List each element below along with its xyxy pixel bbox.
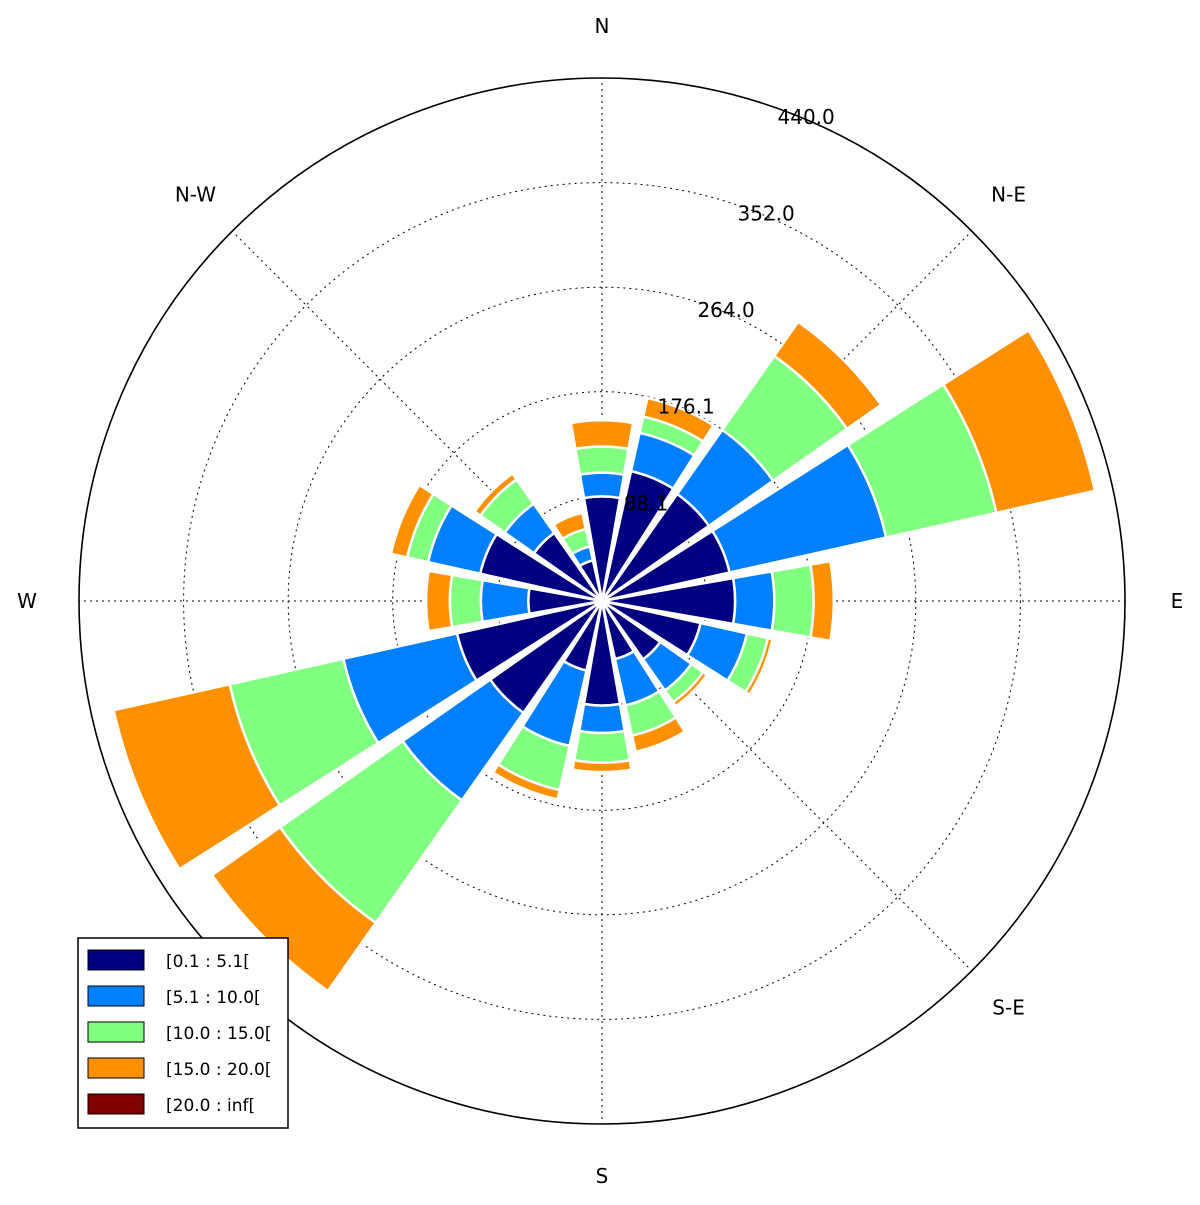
ring-gridline [183,182,1021,1020]
direction-label: S-E [992,996,1025,1020]
wind-bar-segment [577,702,627,735]
wind-bar-segment [569,419,635,451]
radial-tick-label: 88.1 [624,491,669,515]
legend-swatch [87,949,145,971]
wind-bar-segment [573,445,631,476]
wind-bar-segment [389,483,436,559]
legend-label: [5.1 : 10.0[ [166,988,261,1008]
legend-label: [15.0 : 20.0[ [166,1060,272,1080]
ring-gridline [287,286,917,916]
wind-bar-segment [770,563,815,639]
wind-bar-segment [941,328,1097,515]
direction-label: N-E [991,182,1026,206]
wind-bar-segment [472,471,519,518]
radial-tick-label: 440.0 [778,105,835,129]
wind-bar-segment [572,729,632,764]
wind-bar-segment [578,471,626,500]
direction-label: S [596,1164,609,1188]
wind-bar-segment [112,682,282,871]
radial-tick-label: 352.0 [737,201,794,225]
wind-bar-segment [630,715,687,754]
wind-bar-segment [772,320,883,431]
legend-label: [20.0 : inf[ [166,1096,255,1116]
wind-bar-segment [491,762,562,801]
legend-swatch [87,1093,145,1115]
bars [112,320,1097,993]
radial-tick-label: 176.1 [657,395,714,419]
outer-ring [78,77,1126,1125]
labels: 88.1 176.1 264.0 352.0 440.0 N N-E E S-E S W N-W [17,14,1183,1188]
legend-label: [0.1 : 5.1[ [166,952,250,972]
wind-bar-segment [731,569,776,633]
legend-label: [10.0 : 15.0[ [166,1024,272,1044]
wind-bar-segment [641,396,716,444]
direction-label: E [1171,589,1184,613]
direction-label: N [595,14,610,38]
wind-bar-segment [808,559,835,643]
legend: [0.1 : 5.1[ [5.1 : 10.0[ [10.0 : 15.0[ [15.… [77,937,289,1129]
direction-label: W [17,589,37,613]
legend-swatch [87,1021,145,1043]
wind-bar-segment [551,511,588,541]
direction-label: N-W [175,182,216,206]
wind-bar-segment [671,670,709,708]
wind-bar-segment [448,573,485,629]
legend-swatch [87,985,145,1007]
wind-bar-segment [571,758,633,774]
wind-bar-segment [424,569,454,633]
radial-tick-label: 264.0 [697,298,754,322]
legend-swatch [87,1057,145,1079]
wind-bar-segment [210,825,378,993]
wind-bar-segment [479,578,531,624]
wind-bar-segment [743,636,775,697]
